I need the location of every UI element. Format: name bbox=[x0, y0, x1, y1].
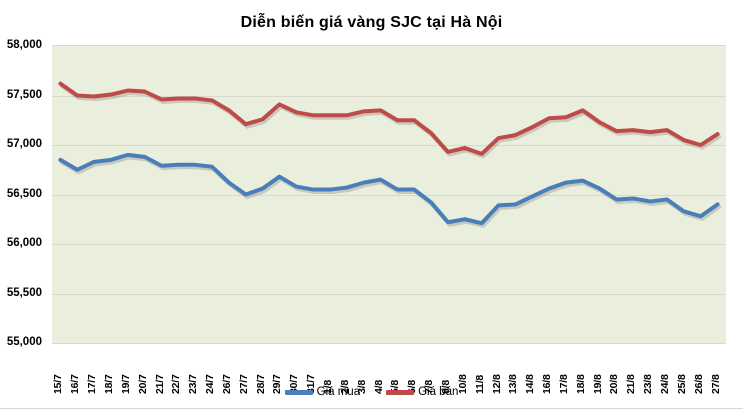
chart-legend: Giá mua Giá bán bbox=[0, 386, 743, 398]
legend-label: Giá mua bbox=[316, 386, 361, 398]
legend-item[interactable]: Giá mua bbox=[284, 386, 361, 398]
gridline bbox=[52, 343, 726, 344]
series-line-sell bbox=[58, 81, 720, 156]
series-line-shadow bbox=[59, 84, 722, 159]
gridline bbox=[52, 145, 726, 146]
y-axis-tick-label: 58,000 bbox=[6, 39, 42, 51]
y-axis-tick-label: 56,000 bbox=[6, 237, 42, 249]
plot-area bbox=[52, 45, 726, 344]
y-axis-tick-label: 57,500 bbox=[6, 88, 42, 101]
series-line-shadow bbox=[59, 155, 722, 228]
y-axis-tick-label: 55,500 bbox=[6, 286, 42, 299]
series-layer bbox=[58, 81, 722, 228]
y-axis-tick-label: 57,000 bbox=[6, 138, 42, 150]
gridline bbox=[52, 244, 726, 245]
legend-item[interactable]: Giá bán bbox=[386, 386, 458, 398]
series-line-buy bbox=[58, 152, 720, 226]
bottom-divider bbox=[0, 408, 743, 409]
legend-label: Giá bán bbox=[418, 386, 459, 398]
gridline bbox=[52, 294, 726, 295]
legend-swatch-icon bbox=[284, 389, 313, 395]
y-axis-tick-label: 56,500 bbox=[6, 187, 42, 200]
y-axis-tick-label: 55,000 bbox=[6, 336, 42, 348]
gridline bbox=[52, 96, 726, 97]
legend-swatch-icon bbox=[386, 389, 415, 395]
chart-title: Diễn biến giá vàng SJC tại Hà Nội bbox=[240, 14, 503, 31]
gridline bbox=[52, 195, 726, 196]
y-axis: 58,000 57,500 57,000 56,500 56,000 55,500 55,0… bbox=[0, 39, 48, 348]
